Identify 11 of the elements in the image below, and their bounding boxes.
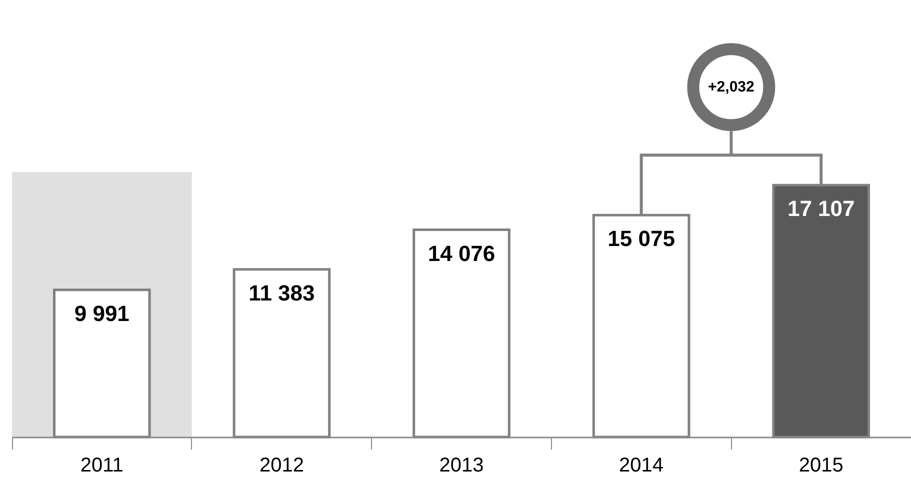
data-label: 11 383 [248,280,315,306]
text: +2,032 [708,78,754,96]
x-tick-label: 2011 [80,454,124,476]
x-tick-label: 2014 [619,454,664,476]
x-tick-label: 2015 [798,454,844,476]
data-label: 17 107 [787,196,855,222]
x-tick-label: 2012 [259,454,304,476]
data-label: 14 076 [428,240,496,266]
data-label: 15 075 [608,226,675,252]
data-label: 9 991 [74,300,130,326]
x-tick-label: 2013 [439,454,484,476]
